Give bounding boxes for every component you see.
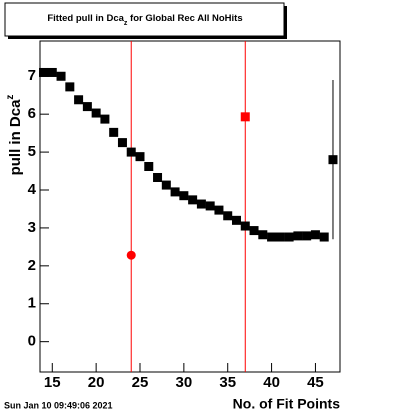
point: [223, 211, 233, 221]
point: [153, 172, 163, 182]
x-tick-label: 35: [219, 374, 236, 391]
timestamp: Sun Jan 10 09:49:06 2021: [4, 400, 113, 410]
point: [56, 71, 66, 81]
x-tick-label: 30: [176, 374, 193, 391]
y-tick-label: 6: [28, 105, 36, 122]
y-tick-label: 1: [28, 295, 36, 312]
x-tick-label: 45: [307, 374, 324, 391]
point: [249, 226, 259, 236]
point: [205, 201, 215, 211]
point: [144, 161, 154, 171]
point: [65, 82, 75, 92]
point: [188, 195, 198, 205]
y-tick-label: 2: [28, 257, 36, 274]
x-tick-label: 20: [88, 374, 105, 391]
point: [126, 147, 136, 157]
point: [293, 231, 303, 241]
title-text: Fitted pull in Dca: [47, 13, 124, 24]
point: [196, 199, 206, 209]
point: [240, 221, 250, 231]
title-box: [4, 2, 285, 37]
y-tick-label: 0: [28, 333, 36, 350]
x-tick-label: 40: [263, 374, 280, 391]
point: [100, 114, 110, 124]
point: [47, 67, 57, 77]
point: [302, 231, 312, 241]
point: [231, 215, 241, 225]
point: [39, 67, 49, 77]
point: [117, 138, 127, 148]
point: [258, 230, 268, 240]
title-subscript: z: [124, 20, 128, 27]
y-tick-label: 3: [28, 219, 36, 236]
point: [91, 108, 101, 118]
point: [179, 191, 189, 201]
y-label-text: pull in Dca: [7, 99, 24, 176]
y-tick-label: 5: [28, 143, 36, 160]
point: [170, 187, 180, 197]
point: [82, 102, 92, 112]
point: [319, 232, 329, 242]
point: [240, 112, 250, 122]
title-text: for Global Rec All NoHits: [127, 13, 242, 24]
y-tick-label: 7: [28, 67, 36, 84]
x-tick-label: 25: [132, 374, 149, 391]
point: [284, 232, 294, 242]
y-label-subscript: z: [5, 95, 16, 100]
point: [267, 232, 277, 242]
x-tick-label: 15: [44, 374, 61, 391]
y-tick-label: 4: [28, 181, 37, 198]
y-axis-label: pull in Dcaz: [5, 95, 24, 176]
x-axis-label: No. of Fit Points: [233, 396, 341, 412]
point: [275, 232, 285, 242]
point: [109, 127, 119, 137]
point: [310, 230, 320, 240]
point: [328, 155, 338, 165]
point: [126, 250, 136, 260]
chart-title: Fitted pull in Dcaz for Global Rec All N…: [47, 13, 242, 27]
plot-frame: [39, 40, 341, 373]
point: [135, 152, 145, 162]
point: [214, 205, 224, 215]
point: [161, 180, 171, 190]
point: [74, 95, 84, 105]
